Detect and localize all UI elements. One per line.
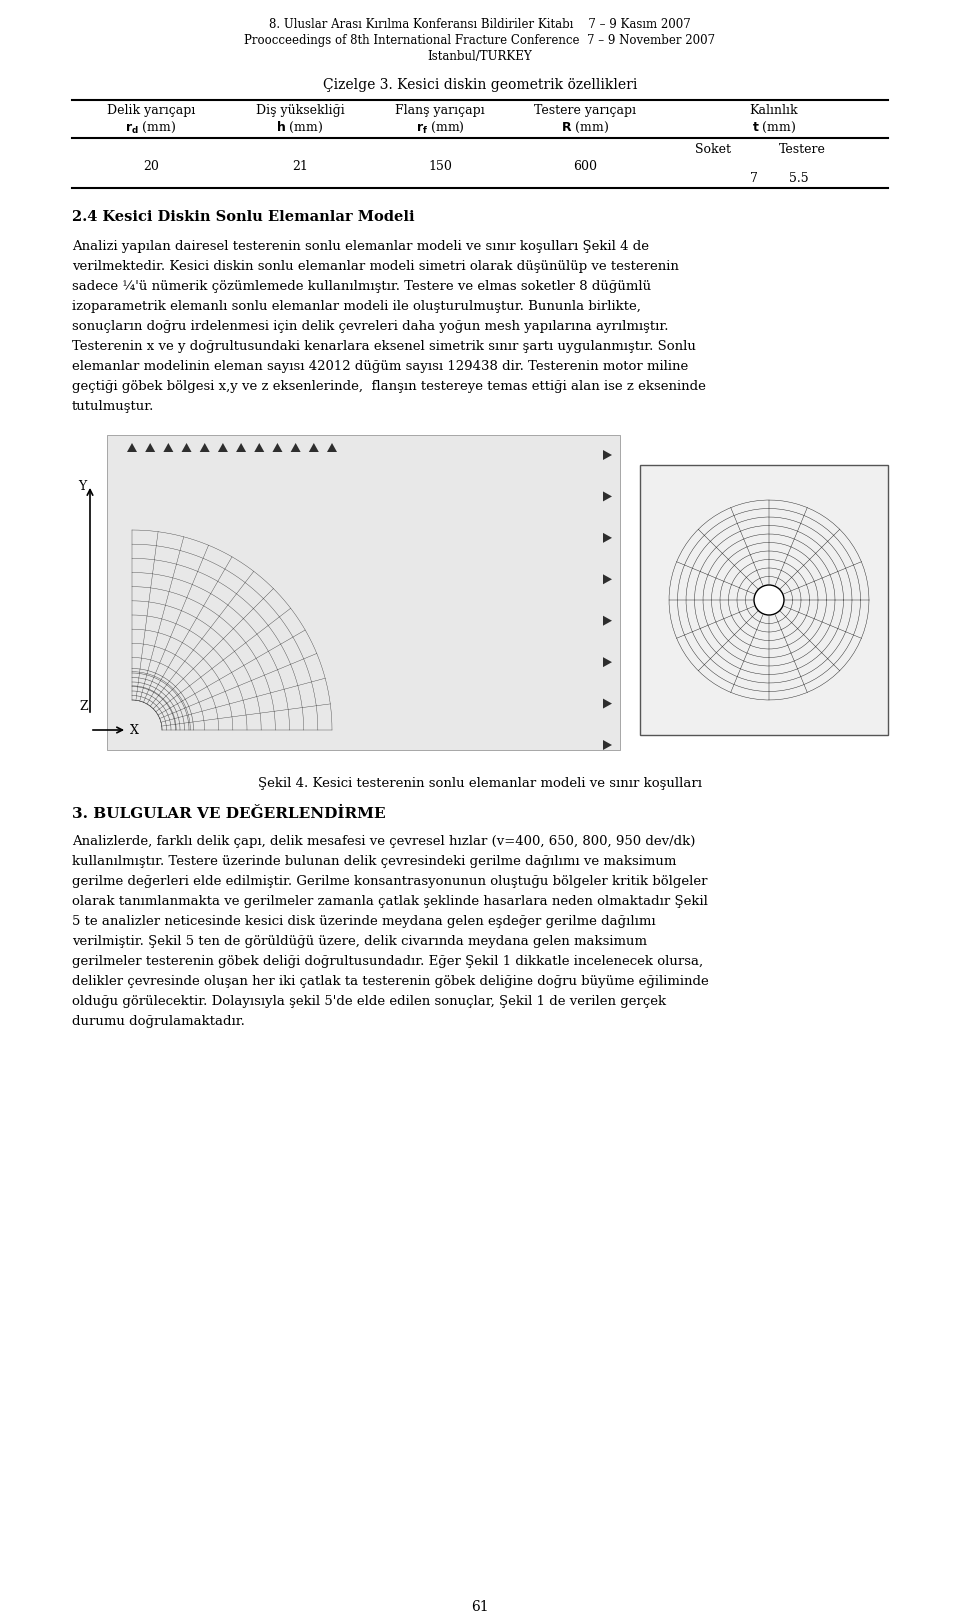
Text: durumu doğrulamaktadır.: durumu doğrulamaktadır. <box>72 1016 245 1029</box>
Text: 3. BULGULAR VE DEĞERLENDİRME: 3. BULGULAR VE DEĞERLENDİRME <box>72 807 386 821</box>
Text: geçtiği göbek bölgesi x,y ve z eksenlerinde,  flanşın testereye temas ettiği ala: geçtiği göbek bölgesi x,y ve z eksenleri… <box>72 381 706 394</box>
Text: $\mathbf{r_d}$ (mm): $\mathbf{r_d}$ (mm) <box>126 120 177 134</box>
Text: 600: 600 <box>573 160 597 173</box>
Text: Istanbul/TURKEY: Istanbul/TURKEY <box>427 50 533 63</box>
Text: 5 te analizler neticesinde kesici disk üzerinde meydana gelen eşdeğer gerilme da: 5 te analizler neticesinde kesici disk ü… <box>72 915 656 928</box>
Text: $\mathbf{r_f}$ (mm): $\mathbf{r_f}$ (mm) <box>416 120 465 134</box>
Polygon shape <box>603 698 612 708</box>
Polygon shape <box>309 442 319 452</box>
Polygon shape <box>603 533 612 543</box>
Polygon shape <box>603 450 612 460</box>
Text: Analizi yapılan dairesel testerenin sonlu elemanlar modeli ve sınır koşulları Şe: Analizi yapılan dairesel testerenin sonl… <box>72 240 649 253</box>
Text: $\mathbf{t}$ (mm): $\mathbf{t}$ (mm) <box>752 120 796 134</box>
Text: X: X <box>130 724 139 737</box>
Polygon shape <box>107 436 620 750</box>
Polygon shape <box>127 442 137 452</box>
Text: olarak tanımlanmakta ve gerilmeler zamanla çatlak şeklinde hasarlara neden olmak: olarak tanımlanmakta ve gerilmeler zaman… <box>72 894 708 907</box>
Text: olduğu görülecektir. Dolayısıyla şekil 5'de elde edilen sonuçlar, Şekil 1 de ver: olduğu görülecektir. Dolayısıyla şekil 5… <box>72 995 666 1008</box>
Polygon shape <box>236 442 246 452</box>
Text: Şekil 4. Kesici testerenin sonlu elemanlar modeli ve sınır koşulları: Şekil 4. Kesici testerenin sonlu elemanl… <box>258 778 702 791</box>
Text: Delik yarıçapı: Delik yarıçapı <box>107 104 195 117</box>
Text: 150: 150 <box>428 160 452 173</box>
Text: Diş yüksekliği: Diş yüksekliği <box>255 104 345 117</box>
Text: kullanılmıştır. Testere üzerinde bulunan delik çevresindeki gerilme dağılımı ve : kullanılmıştır. Testere üzerinde bulunan… <box>72 855 677 868</box>
Circle shape <box>754 585 784 616</box>
Polygon shape <box>291 442 300 452</box>
Text: Flanş yarıçapı: Flanş yarıçapı <box>396 104 485 117</box>
Text: $\mathbf{h}$ (mm): $\mathbf{h}$ (mm) <box>276 120 324 134</box>
Text: gerilmeler testerenin göbek deliği doğrultusundadır. Eğer Şekil 1 dikkatle incel: gerilmeler testerenin göbek deliği doğru… <box>72 956 703 969</box>
Text: tutulmuştur.: tutulmuştur. <box>72 400 155 413</box>
Text: 21: 21 <box>292 160 308 173</box>
Polygon shape <box>273 442 282 452</box>
Text: sonuçların doğru irdelenmesi için delik çevreleri daha yoğun mesh yapılarına ayr: sonuçların doğru irdelenmesi için delik … <box>72 321 668 334</box>
Text: izoparametrik elemanlı sonlu elemanlar modeli ile oluşturulmuştur. Bununla birli: izoparametrik elemanlı sonlu elemanlar m… <box>72 300 641 313</box>
Text: 5.5: 5.5 <box>789 172 809 185</box>
Text: Proocceedings of 8th International Fracture Conference  7 – 9 November 2007: Proocceedings of 8th International Fract… <box>245 34 715 47</box>
Text: Çizelge 3. Kesici diskin geometrik özellikleri: Çizelge 3. Kesici diskin geometrik özell… <box>323 78 637 92</box>
Text: elemanlar modelinin eleman sayısı 42012 düğüm sayısı 129438 dir. Testerenin moto: elemanlar modelinin eleman sayısı 42012 … <box>72 360 688 373</box>
Polygon shape <box>254 442 264 452</box>
Polygon shape <box>603 740 612 750</box>
Polygon shape <box>145 442 156 452</box>
Text: sadece ¼'ü nümerik çözümlemede kullanılmıştır. Testere ve elmas soketler 8 düğüm: sadece ¼'ü nümerik çözümlemede kullanılm… <box>72 280 651 293</box>
Text: Testere yarıçapı: Testere yarıçapı <box>534 104 636 117</box>
Text: verilmektedir. Kesici diskin sonlu elemanlar modeli simetri olarak düşünülüp ve : verilmektedir. Kesici diskin sonlu elema… <box>72 259 679 274</box>
Text: Testerenin x ve y doğrultusundaki kenarlara eksenel simetrik sınır şartı uygulan: Testerenin x ve y doğrultusundaki kenarl… <box>72 340 696 353</box>
Polygon shape <box>603 616 612 625</box>
Polygon shape <box>200 442 209 452</box>
Polygon shape <box>603 658 612 667</box>
Text: 61: 61 <box>471 1601 489 1614</box>
Text: 7: 7 <box>750 172 758 185</box>
Text: Soket: Soket <box>695 143 731 156</box>
Text: Kalınlık: Kalınlık <box>750 104 799 117</box>
Text: Z: Z <box>80 700 88 713</box>
Text: Testere: Testere <box>779 143 826 156</box>
Text: verilmiştir. Şekil 5 ten de görüldüğü üzere, delik civarında meydana gelen maksi: verilmiştir. Şekil 5 ten de görüldüğü üz… <box>72 935 647 948</box>
Text: delikler çevresinde oluşan her iki çatlak ta testerenin göbek deliğine doğru büy: delikler çevresinde oluşan her iki çatla… <box>72 975 708 988</box>
Text: Y: Y <box>78 480 86 492</box>
Polygon shape <box>163 442 174 452</box>
Text: $\mathbf{R}$ (mm): $\mathbf{R}$ (mm) <box>561 120 609 134</box>
Text: Analizlerde, farklı delik çapı, delik mesafesi ve çevresel hızlar (v=400, 650, 8: Analizlerde, farklı delik çapı, delik me… <box>72 834 695 847</box>
Polygon shape <box>603 491 612 502</box>
Polygon shape <box>640 465 888 735</box>
Polygon shape <box>218 442 228 452</box>
Text: 8. Uluslar Arası Kırılma Konferansı Bildiriler Kitabı    7 – 9 Kasım 2007: 8. Uluslar Arası Kırılma Konferansı Bild… <box>269 18 691 31</box>
Polygon shape <box>603 573 612 585</box>
Text: 20: 20 <box>143 160 159 173</box>
Polygon shape <box>327 442 337 452</box>
Polygon shape <box>181 442 192 452</box>
Text: gerilme değerleri elde edilmiştir. Gerilme konsantrasyonunun oluştuğu bölgeler k: gerilme değerleri elde edilmiştir. Geril… <box>72 875 708 888</box>
Text: 2.4 Kesici Diskin Sonlu Elemanlar Modeli: 2.4 Kesici Diskin Sonlu Elemanlar Modeli <box>72 211 415 224</box>
